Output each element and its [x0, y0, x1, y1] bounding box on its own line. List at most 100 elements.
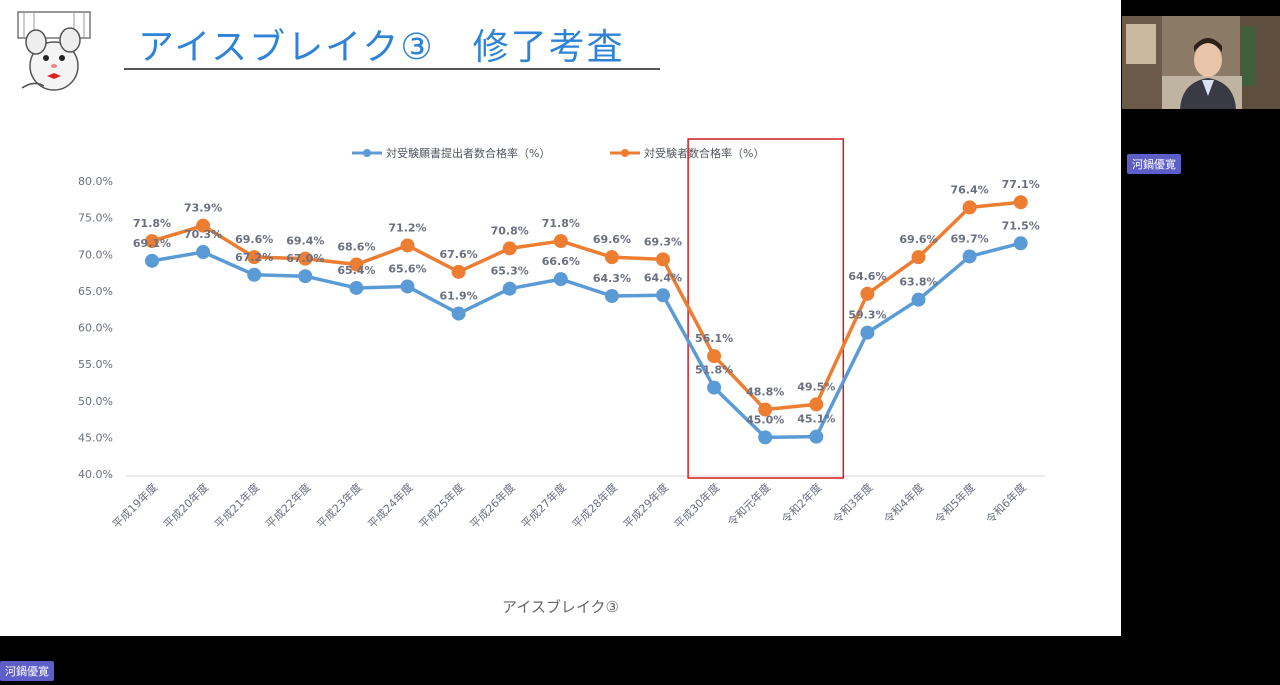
data-label: 67.2%	[235, 251, 273, 264]
title-underline	[124, 68, 660, 70]
y-tick-label: 70.0%	[78, 248, 113, 261]
data-point	[196, 245, 211, 260]
data-label: 63.8%	[899, 276, 937, 289]
data-label: 64.6%	[848, 270, 886, 283]
x-tick-label: 平成25年度	[416, 480, 467, 531]
participant-video-frame	[1122, 16, 1280, 109]
x-tick-label: 平成23年度	[314, 480, 365, 531]
data-point	[911, 292, 926, 307]
x-tick-label: 令和4年度	[881, 480, 927, 526]
chart-series: 69.1% 70.3% 67.2% 67.0% 65.4% 65.6% 61.9% 65.3%…	[133, 178, 1040, 445]
data-label: 76.4%	[951, 183, 989, 196]
data-point	[349, 257, 364, 272]
y-tick-label: 40.0%	[78, 468, 113, 481]
x-tick-label: 平成26年度	[467, 480, 518, 531]
chart-legend: 対受験願書提出者数合格率（%） 対受験者数合格率（%）	[352, 146, 764, 160]
data-label: 64.4%	[644, 271, 682, 284]
data-point	[707, 349, 722, 364]
y-tick-label: 45.0%	[78, 431, 113, 444]
data-point	[1013, 236, 1028, 251]
data-point	[604, 250, 619, 265]
data-label: 65.6%	[388, 262, 426, 275]
data-label: 45.0%	[746, 413, 784, 426]
data-label: 69.4%	[286, 235, 324, 248]
x-tick-label: 平成27年度	[518, 480, 569, 531]
x-tick-label: 令和3年度	[830, 480, 876, 526]
data-point	[451, 306, 466, 321]
data-label: 69.6%	[235, 233, 273, 246]
x-tick-label: 平成19年度	[109, 480, 160, 531]
participant-video[interactable]	[1122, 16, 1280, 109]
data-label: 70.8%	[491, 224, 529, 237]
data-label: 71.8%	[542, 217, 580, 230]
series-line	[151, 200, 1021, 412]
data-point	[247, 267, 262, 282]
y-tick-label: 55.0%	[78, 358, 113, 371]
data-point	[298, 251, 313, 266]
legend-marker	[621, 149, 629, 157]
series-line	[151, 241, 1022, 440]
data-point	[247, 250, 262, 265]
data-label: 65.4%	[337, 264, 375, 277]
data-label: 71.8%	[133, 217, 171, 230]
data-label: 56.1%	[695, 332, 733, 345]
legend-marker	[363, 149, 371, 157]
data-point	[553, 234, 568, 249]
data-label: 49.5%	[797, 380, 835, 393]
data-point	[860, 286, 875, 301]
data-point	[298, 269, 313, 284]
data-label: 69.1%	[133, 237, 171, 250]
data-point	[1013, 195, 1028, 210]
data-label: 77.1%	[1002, 178, 1040, 191]
data-point	[604, 289, 619, 304]
data-point	[349, 280, 364, 295]
x-tick-label: 令和2年度	[778, 480, 824, 526]
data-label: 59.3%	[848, 309, 886, 322]
data-point	[502, 281, 517, 296]
data-point	[758, 430, 773, 445]
legend-label: 対受験願書提出者数合格率（%）	[386, 146, 550, 160]
data-point	[656, 252, 670, 267]
data-label: 69.7%	[951, 232, 989, 245]
x-tick-label: 令和5年度	[932, 480, 978, 526]
data-label: 69.6%	[899, 233, 937, 246]
data-point	[707, 380, 722, 395]
data-point	[502, 241, 517, 256]
data-label: 51.8%	[695, 364, 733, 377]
x-tick-label: 平成21年度	[211, 480, 262, 531]
data-label: 66.6%	[542, 255, 580, 268]
data-label: 70.3%	[184, 228, 222, 241]
data-label: 71.5%	[1002, 219, 1040, 232]
x-tick-label: 平成22年度	[263, 480, 314, 531]
pass-rate-line-chart: 対受験願書提出者数合格率（%） 対受験者数合格率（%） 40.0% 45.0% 50.…	[78, 138, 1045, 531]
x-axis: 平成19年度 平成20年度 平成21年度 平成22年度 平成23年度 平成24年度 平成25…	[109, 475, 1045, 531]
x-tick-label: 平成29年度	[620, 480, 671, 531]
x-tick-label: 平成24年度	[365, 480, 416, 531]
data-label: 48.8%	[746, 386, 784, 399]
x-tick-label: 平成20年度	[160, 480, 211, 531]
data-label: 71.2%	[388, 221, 426, 234]
data-label: 73.9%	[184, 202, 222, 215]
data-label: 45.1%	[797, 413, 835, 426]
data-point	[758, 402, 773, 417]
x-tick-label: 令和6年度	[983, 480, 1029, 526]
data-point	[911, 250, 926, 265]
participant-name-badge: 河鍋優寛	[1127, 154, 1181, 174]
data-label: 67.6%	[440, 248, 478, 261]
self-name-badge: 河鍋優寛	[0, 661, 54, 681]
slide-title: アイスブレイク③ 修了考査	[138, 27, 625, 68]
y-axis: 40.0% 45.0% 50.0% 55.0% 60.0% 65.0% 70.0% 75.0%…	[78, 175, 113, 481]
data-point	[809, 429, 824, 444]
slide-caption: アイスブレイク③	[502, 598, 619, 616]
data-point	[553, 272, 568, 287]
data-point	[809, 397, 824, 412]
data-point	[196, 218, 211, 233]
data-point	[400, 279, 415, 294]
data-label: 64.3%	[593, 272, 631, 285]
chinchilla-mascot-icon	[17, 11, 91, 91]
y-tick-label: 60.0%	[78, 322, 113, 335]
data-point	[962, 200, 977, 215]
data-point	[145, 234, 159, 249]
data-point	[962, 249, 977, 264]
data-label: 67.0%	[286, 252, 324, 265]
